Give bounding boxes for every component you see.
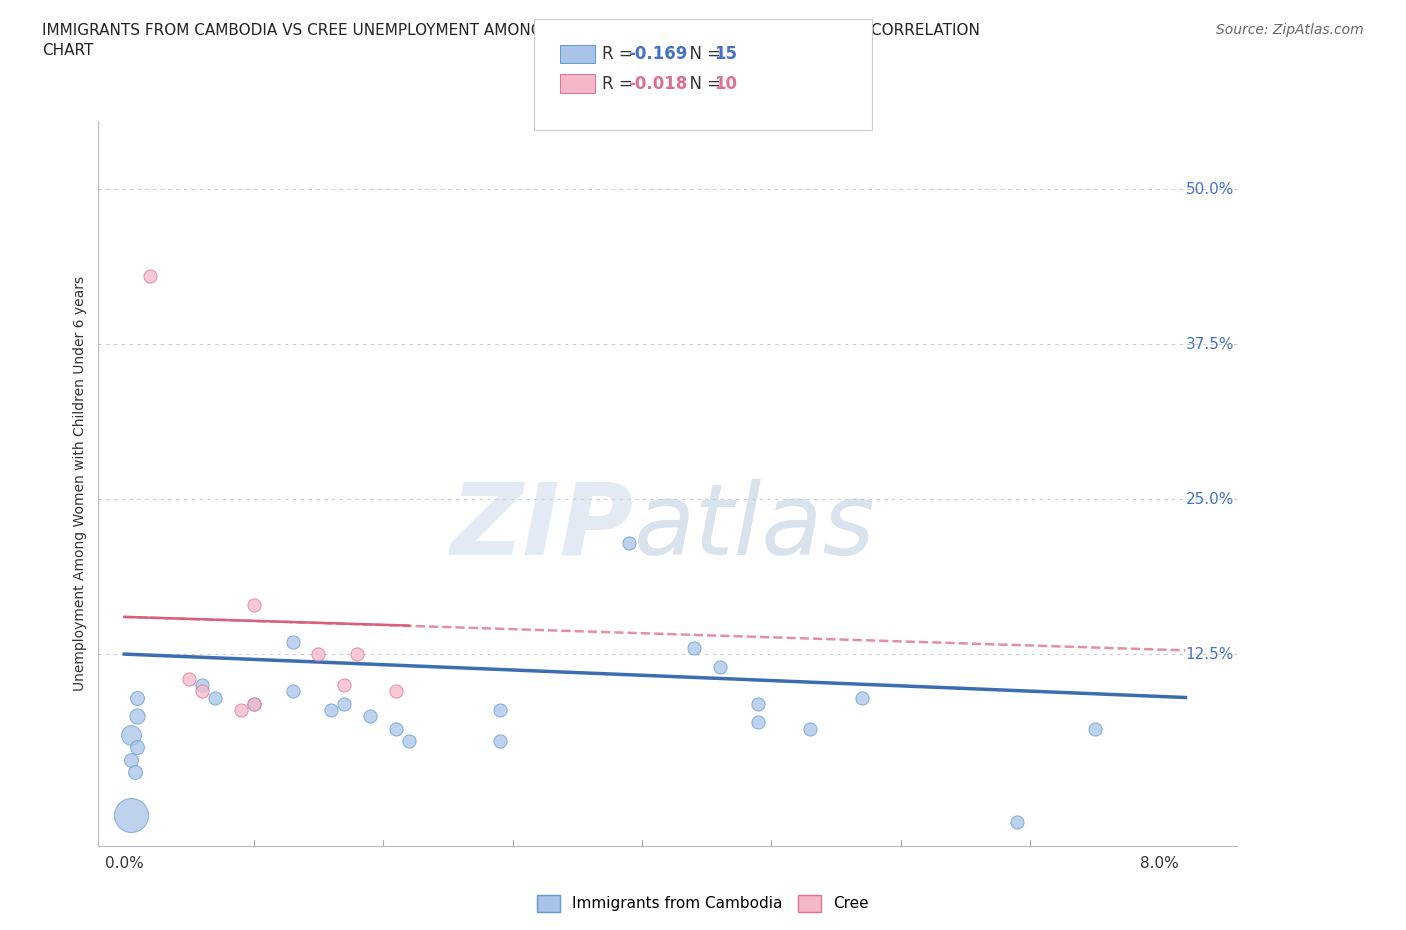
Point	[851, 690, 873, 705]
Point	[191, 684, 214, 698]
Text: N =: N =	[679, 74, 727, 93]
Point	[385, 684, 408, 698]
Text: IMMIGRANTS FROM CAMBODIA VS CREE UNEMPLOYMENT AMONG WOMEN WITH CHILDREN UNDER 6 : IMMIGRANTS FROM CAMBODIA VS CREE UNEMPLO…	[42, 23, 980, 58]
Point	[229, 702, 252, 717]
Text: N =: N =	[679, 45, 727, 63]
Point	[799, 721, 821, 736]
Text: atlas: atlas	[634, 479, 876, 576]
Point	[307, 646, 329, 661]
Point	[242, 597, 264, 612]
Text: 10: 10	[714, 74, 737, 93]
Point	[139, 269, 162, 284]
Y-axis label: Unemployment Among Women with Children Under 6 years: Unemployment Among Women with Children U…	[73, 276, 87, 691]
Text: 0.0%: 0.0%	[105, 857, 143, 871]
Point	[127, 690, 149, 705]
Text: R =: R =	[602, 45, 638, 63]
Text: Source: ZipAtlas.com: Source: ZipAtlas.com	[1216, 23, 1364, 37]
Point	[359, 709, 381, 724]
Point	[709, 659, 731, 674]
Point	[385, 721, 408, 736]
Point	[127, 709, 149, 724]
Point	[1084, 721, 1107, 736]
Point	[333, 697, 356, 711]
Point	[281, 634, 304, 649]
Text: 12.5%: 12.5%	[1185, 646, 1234, 661]
Point	[204, 690, 226, 705]
Point	[127, 739, 149, 754]
Point	[346, 646, 368, 661]
Text: R =: R =	[602, 74, 638, 93]
Point	[398, 734, 420, 749]
Point	[1007, 814, 1029, 829]
Text: 37.5%: 37.5%	[1185, 337, 1234, 352]
Text: 8.0%: 8.0%	[1140, 857, 1180, 871]
Legend: Immigrants from Cambodia, Cree: Immigrants from Cambodia, Cree	[531, 889, 875, 918]
Point	[120, 752, 142, 767]
Point	[682, 641, 704, 656]
Point	[488, 702, 510, 717]
Point	[242, 697, 264, 711]
Point	[281, 684, 304, 698]
Point	[747, 715, 769, 730]
Text: ZIP: ZIP	[451, 479, 634, 576]
Point	[242, 697, 264, 711]
Point	[124, 764, 146, 779]
Point	[617, 535, 640, 550]
Point	[321, 702, 343, 717]
Point	[177, 671, 200, 686]
Point	[488, 734, 510, 749]
Text: -0.018: -0.018	[628, 74, 688, 93]
Point	[333, 678, 356, 693]
Text: 25.0%: 25.0%	[1185, 492, 1234, 507]
Point	[120, 808, 142, 823]
Point	[191, 678, 214, 693]
Text: 15: 15	[714, 45, 737, 63]
Point	[747, 697, 769, 711]
Point	[120, 727, 142, 742]
Text: -0.169: -0.169	[628, 45, 688, 63]
Text: 50.0%: 50.0%	[1185, 181, 1234, 196]
